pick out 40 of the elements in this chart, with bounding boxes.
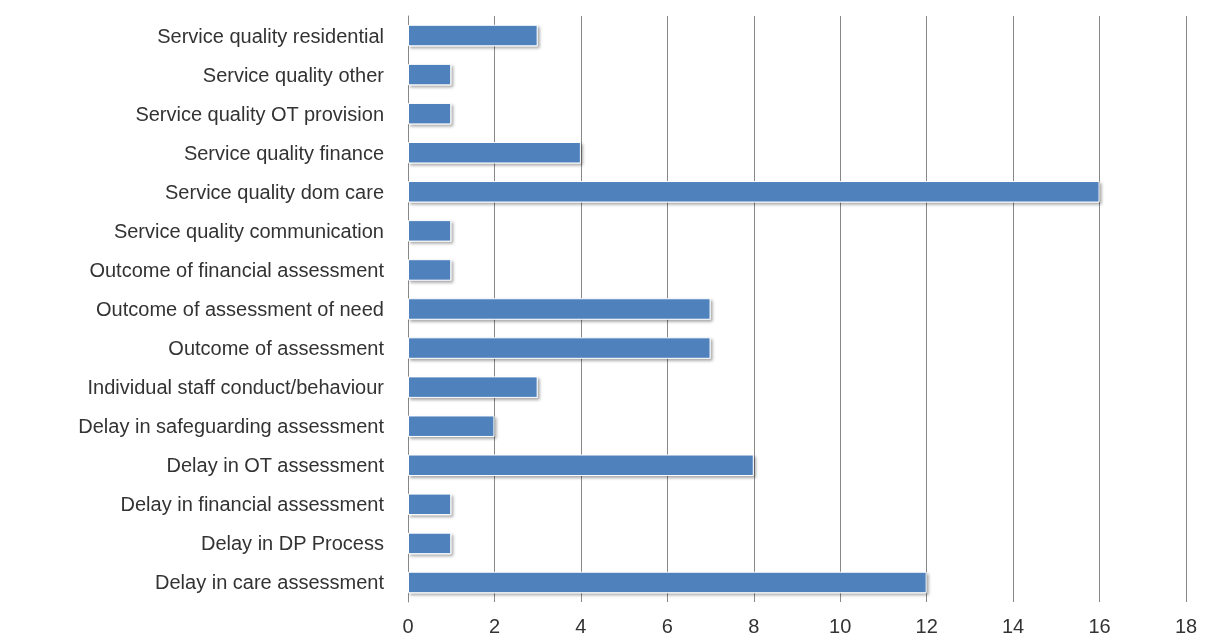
y-tick-label: Service quality residential	[157, 24, 384, 47]
x-tick-label: 2	[488, 615, 501, 637]
bar	[408, 102, 452, 125]
x-tick-label: 18	[1174, 615, 1198, 637]
y-tick-label: Service quality dom care	[165, 180, 384, 203]
y-tick-label: Delay in financial assessment	[120, 493, 385, 516]
y-tick-label: Delay in OT assessment	[166, 454, 385, 477]
bar	[408, 532, 452, 555]
bar	[408, 415, 495, 437]
bar	[408, 63, 452, 86]
y-tick-label: Service quality finance	[183, 141, 384, 164]
bar	[408, 454, 754, 477]
bar	[408, 376, 538, 398]
y-tick-label: Service quality communication	[113, 219, 384, 242]
bar	[408, 337, 711, 359]
x-tick-label: 14	[1001, 615, 1025, 637]
x-tick-label: 12	[915, 615, 938, 637]
bar	[408, 24, 538, 47]
bar	[408, 181, 1100, 203]
x-tick-label: 8	[748, 615, 760, 637]
y-tick-label: Service quality other	[202, 63, 385, 86]
x-tick-label: 0	[402, 615, 414, 637]
x-tick-label: 6	[661, 615, 673, 637]
y-tick-label: Outcome of assessment	[168, 337, 385, 360]
y-tick-label: Outcome of financial assessment	[89, 258, 385, 281]
bar	[408, 220, 452, 242]
x-tick-label: 16	[1088, 615, 1111, 637]
bar	[408, 571, 927, 594]
y-tick-label: Service quality OT provision	[135, 102, 384, 125]
y-tick-label: Individual staff conduct/behaviour	[87, 376, 385, 399]
bar	[408, 141, 581, 164]
bar	[408, 259, 452, 281]
bar	[408, 493, 452, 516]
x-tick-label: 10	[829, 615, 852, 637]
y-tick-label: Delay in safeguarding assessment	[78, 415, 385, 438]
y-tick-label: Outcome of assessment of need	[96, 298, 384, 320]
y-tick-label: Delay in care assessment	[155, 571, 385, 594]
x-tick-label: 4	[575, 615, 587, 637]
y-tick-label: Delay in DP Process	[200, 532, 384, 555]
bar	[408, 298, 711, 320]
